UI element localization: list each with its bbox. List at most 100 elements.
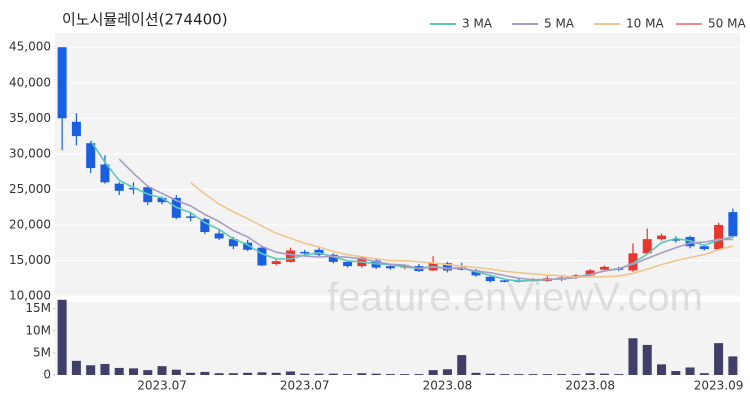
volume-bar bbox=[642, 344, 652, 375]
candle-body bbox=[100, 164, 110, 183]
candle-body bbox=[485, 276, 495, 282]
volume-bar bbox=[157, 366, 167, 375]
x-tick-label: 2023.07 bbox=[137, 379, 187, 393]
x-tick-label: 2023.08 bbox=[565, 379, 615, 393]
volume-bar bbox=[357, 373, 367, 375]
candle-body bbox=[728, 212, 738, 237]
y-tick-label: 0 bbox=[43, 368, 51, 382]
y-tick-label: 20,000 bbox=[9, 217, 51, 231]
watermark: feature.enViewV.com bbox=[327, 276, 703, 320]
volume-bar bbox=[243, 372, 253, 375]
y-tick-label: 35,000 bbox=[9, 111, 51, 125]
volume-bar bbox=[657, 364, 667, 375]
candle-body bbox=[300, 251, 310, 254]
volume-bar bbox=[528, 374, 538, 375]
legend-label: 10 MA bbox=[626, 17, 664, 31]
volume-bar bbox=[500, 374, 510, 375]
ma-line bbox=[190, 181, 734, 278]
volume-bar bbox=[428, 370, 438, 375]
volume-bar bbox=[457, 355, 467, 375]
candle-body bbox=[714, 224, 724, 250]
y-tick-label: 10M bbox=[25, 323, 51, 337]
x-tick-label: 2023.09 bbox=[694, 379, 744, 393]
y-tick-label: 30,000 bbox=[9, 146, 51, 160]
candle-body bbox=[699, 246, 709, 250]
volume-bar bbox=[485, 373, 495, 375]
y-tick-label: 10,000 bbox=[9, 289, 51, 303]
volume-bar bbox=[571, 374, 581, 375]
volume-panel bbox=[55, 302, 740, 375]
candle-body bbox=[599, 266, 609, 270]
candle-body bbox=[157, 197, 167, 203]
candle-body bbox=[214, 233, 224, 239]
candle-body bbox=[657, 235, 667, 240]
volume-bar bbox=[171, 369, 181, 375]
candle-body bbox=[328, 254, 338, 262]
volume-bar bbox=[100, 363, 110, 375]
volume-bar bbox=[328, 373, 338, 375]
y-tick-label: 5M bbox=[33, 345, 51, 359]
candle-body bbox=[500, 280, 510, 282]
candle-body bbox=[442, 263, 452, 271]
volume-bar bbox=[343, 374, 353, 375]
candle-body bbox=[257, 247, 267, 266]
volume-bar bbox=[200, 371, 210, 375]
candle-body bbox=[243, 242, 253, 250]
legend-label: 5 MA bbox=[544, 17, 575, 31]
volume-bar bbox=[57, 299, 67, 375]
volume-bar bbox=[557, 374, 567, 375]
candle-body bbox=[671, 239, 681, 241]
ma-line bbox=[118, 158, 733, 281]
y-tick-label: 40,000 bbox=[9, 75, 51, 89]
volume-bar bbox=[685, 367, 695, 375]
volume-bar bbox=[714, 343, 724, 375]
volume-bar bbox=[285, 371, 295, 375]
candle-body bbox=[471, 270, 481, 276]
volume-bar bbox=[514, 374, 524, 375]
volume-bar bbox=[128, 368, 138, 375]
volume-bar bbox=[728, 356, 738, 375]
candle-body bbox=[228, 239, 238, 247]
y-tick-label: 25,000 bbox=[9, 182, 51, 196]
volume-bar bbox=[314, 373, 324, 375]
volume-bar bbox=[385, 374, 395, 375]
candle-body bbox=[628, 253, 638, 271]
volume-bar bbox=[114, 367, 124, 375]
volume-bar bbox=[228, 373, 238, 375]
volume-bar bbox=[71, 360, 81, 375]
candle-body bbox=[57, 47, 67, 119]
volume-bar bbox=[671, 371, 681, 375]
volume-bar bbox=[257, 372, 267, 375]
candle-body bbox=[200, 219, 210, 233]
volume-bar bbox=[471, 372, 481, 375]
volume-bar bbox=[300, 373, 310, 375]
volume-bar bbox=[86, 365, 96, 375]
volume-bar bbox=[371, 373, 381, 375]
candle-body bbox=[186, 216, 196, 218]
volume-bar bbox=[585, 373, 595, 375]
volume-bar bbox=[442, 369, 452, 375]
volume-bar bbox=[628, 338, 638, 375]
volume-bar bbox=[414, 374, 424, 375]
y-tick-label: 15M bbox=[25, 301, 51, 315]
volume-bar bbox=[271, 372, 281, 375]
candle-body bbox=[128, 187, 138, 190]
volume-bar bbox=[143, 370, 153, 375]
candle-body bbox=[114, 183, 124, 191]
candle-body bbox=[86, 143, 96, 169]
y-tick-label: 15,000 bbox=[9, 253, 51, 267]
volume-bar bbox=[599, 373, 609, 375]
x-tick-label: 2023.08 bbox=[423, 379, 473, 393]
volume-bar bbox=[186, 372, 196, 375]
volume-bar bbox=[214, 373, 224, 375]
candle-body bbox=[285, 250, 295, 262]
volume-bar bbox=[699, 373, 709, 375]
volume-bar bbox=[400, 374, 410, 375]
candle-body bbox=[271, 261, 281, 265]
candle-body bbox=[642, 239, 652, 254]
chart-title: 이노시뮬레이션(274400) bbox=[62, 11, 228, 29]
price-panel bbox=[55, 33, 740, 296]
volume-bar bbox=[614, 374, 624, 375]
y-tick-label: 45,000 bbox=[9, 40, 51, 54]
